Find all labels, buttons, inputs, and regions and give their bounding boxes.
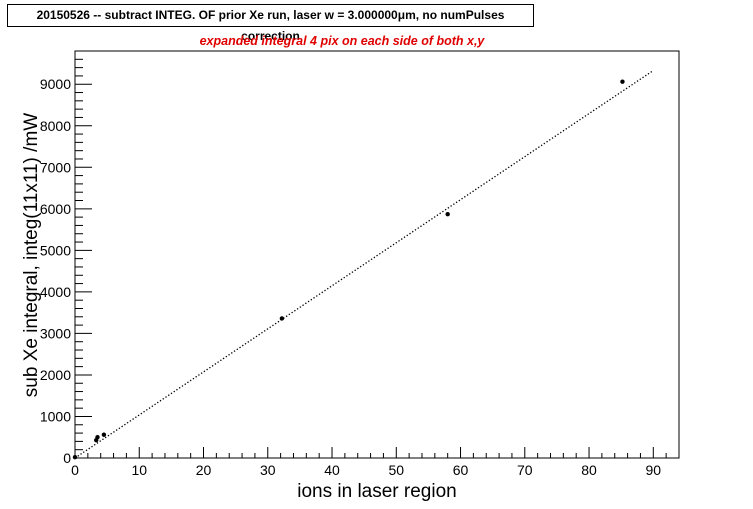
data-point [95, 435, 100, 440]
y-tick-label: 9000 [40, 76, 71, 92]
y-tick-label: 8000 [40, 118, 71, 134]
y-tick-label: 6000 [40, 201, 71, 217]
chart-subtitle: expanded integral 4 pix on each side of … [200, 34, 486, 48]
y-tick-label: 2000 [40, 367, 71, 383]
data-point [72, 454, 78, 460]
y-tick-label: 7000 [40, 159, 71, 175]
x-tick-label: 60 [453, 462, 469, 478]
data-points [72, 79, 625, 460]
x-tick-label: 20 [196, 462, 212, 478]
data-point [620, 79, 625, 84]
y-tick-label: 3000 [40, 325, 71, 341]
x-tick-label: 50 [388, 462, 404, 478]
x-tick-label: 10 [131, 462, 147, 478]
x-tick-label: 90 [646, 462, 662, 478]
x-tick-label: 0 [71, 462, 79, 478]
data-point [101, 432, 107, 437]
y-axis-label: sub Xe integral, integ(11x11) /mW [21, 113, 42, 397]
y-tick-label: 1000 [40, 408, 71, 424]
chart-title: 20150526 -- subtract INTEG. OF prior Xe … [7, 4, 534, 43]
fit-line-group [74, 69, 654, 459]
x-axis-label: ions in laser region [297, 481, 456, 502]
x-tick-label: 30 [260, 462, 276, 478]
y-tick-label: 5000 [40, 242, 71, 258]
data-point [445, 212, 450, 217]
x-tick-label: 40 [324, 462, 340, 478]
x-tick-label: 80 [581, 462, 597, 478]
data-point [279, 316, 285, 321]
y-tick-label: 4000 [40, 284, 71, 300]
x-tick-label: 70 [517, 462, 533, 478]
plot-frame [74, 50, 680, 459]
y-tick-label: 0 [63, 450, 71, 466]
fit-line [74, 69, 654, 459]
axis-ticks: 0 10 20 30 40 50 60 70 80 90 0 1000 2000 3000 4000 5000… [40, 50, 680, 478]
